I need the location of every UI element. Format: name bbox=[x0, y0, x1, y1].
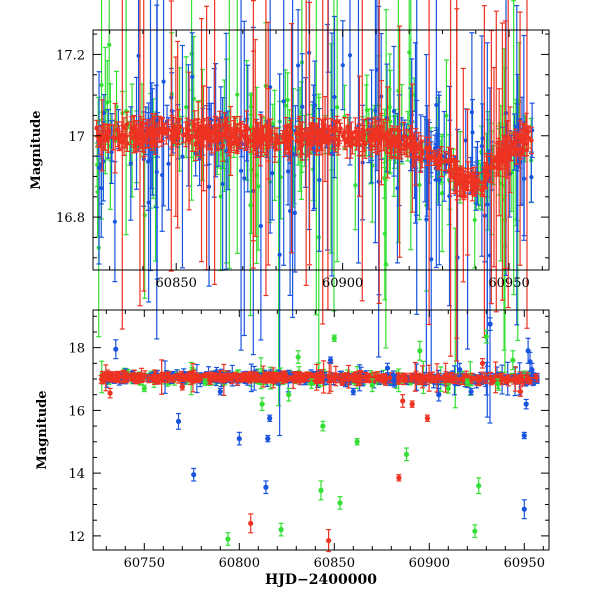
x-tick-label: 60900 bbox=[409, 556, 450, 571]
data-point bbox=[172, 374, 177, 378]
data-point bbox=[160, 373, 165, 377]
data-point bbox=[411, 375, 416, 379]
data-point bbox=[348, 375, 353, 379]
data-point bbox=[112, 376, 117, 380]
y-tick-label: 16.8 bbox=[56, 211, 85, 226]
x-tick-label: 60950 bbox=[488, 276, 529, 291]
x-tick-label: 60950 bbox=[504, 556, 545, 571]
y-tick-label: 17.2 bbox=[56, 48, 85, 63]
y-tick-label: 14 bbox=[68, 467, 85, 482]
x-tick-label: 60900 bbox=[322, 276, 363, 291]
bottom-ylabel: Magnitude bbox=[35, 390, 50, 469]
data-point bbox=[266, 374, 271, 378]
top-ylabel: Magnitude bbox=[29, 110, 44, 189]
x-tick-label: 60750 bbox=[124, 556, 165, 571]
bottom-xlabel: HJD−2400000 bbox=[265, 572, 377, 588]
y-tick-label: 17 bbox=[68, 130, 85, 145]
y-tick-label: 16 bbox=[68, 404, 85, 419]
data-point bbox=[384, 376, 389, 380]
data-point bbox=[122, 373, 127, 377]
x-tick-label: 60850 bbox=[156, 276, 197, 291]
y-tick-label: 18 bbox=[68, 342, 85, 357]
x-tick-label: 60850 bbox=[314, 556, 355, 571]
y-tick-label: 12 bbox=[68, 530, 85, 545]
data-point bbox=[517, 377, 522, 381]
x-tick-label: 60800 bbox=[219, 556, 260, 571]
